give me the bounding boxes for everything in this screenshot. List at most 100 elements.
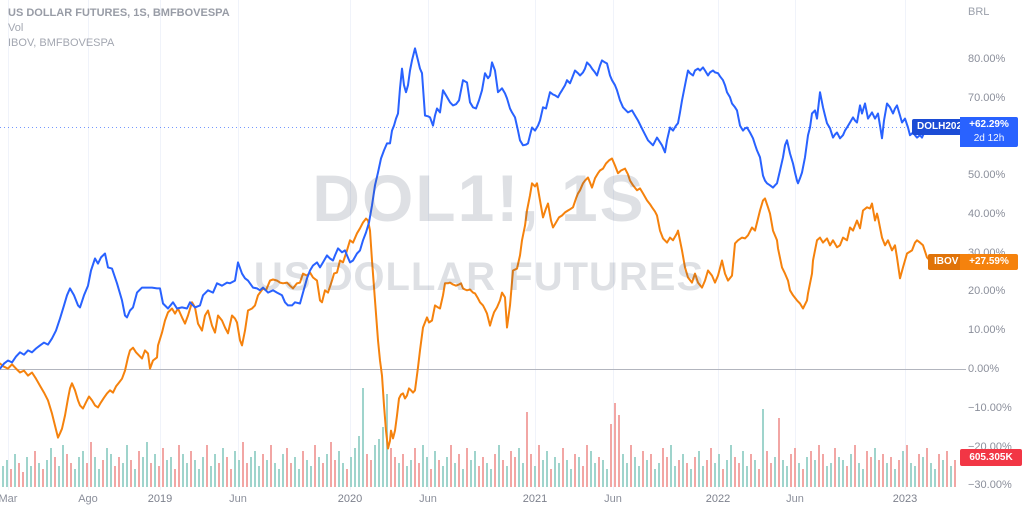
volume-bar <box>726 460 728 487</box>
volume-bar <box>74 469 76 487</box>
volume-bar <box>230 469 232 487</box>
volume-bar <box>2 466 4 487</box>
volume-bar <box>466 448 468 487</box>
time-axis-tick: 2020 <box>337 493 363 505</box>
volume-bar <box>486 463 488 487</box>
volume-bar <box>658 463 660 487</box>
volume-bar <box>790 454 792 487</box>
volume-bar <box>294 457 296 487</box>
volume-bar <box>438 460 440 487</box>
volume-bar <box>870 457 872 487</box>
price-axis-tick: −10.00% <box>968 401 1012 414</box>
volume-bar <box>182 454 184 487</box>
volume-bar <box>134 469 136 487</box>
volume-bar <box>842 460 844 487</box>
volume-bar <box>454 463 456 487</box>
volume-bar <box>934 469 936 487</box>
volume-bar <box>362 388 364 487</box>
time-scale[interactable]: Mar Ago 2019 Jun 2020 Jun 2021 Jun 2022 Jun 2023 <box>0 490 1024 514</box>
volume-bar <box>694 457 696 487</box>
volume-bar <box>838 457 840 487</box>
volume-bar <box>642 451 644 487</box>
volume-bar <box>926 448 928 487</box>
chart-legend: US DOLLAR FUTURES, 1S, BMFBOVESPA Vol IB… <box>8 6 230 51</box>
volume-bar <box>398 463 400 487</box>
price-scale[interactable]: 80.00%70.00%60.00%50.00%40.00%30.00%20.0… <box>958 0 1024 492</box>
volume-bar <box>254 451 256 487</box>
volume-bar <box>910 463 912 487</box>
volume-bar <box>942 460 944 487</box>
volume-bar <box>222 448 224 487</box>
volume-bar <box>382 427 384 487</box>
volume-bar <box>922 457 924 487</box>
time-axis-tick: 2022 <box>705 493 731 505</box>
volume-bar <box>286 448 288 487</box>
volume-bar <box>662 448 664 487</box>
volume-bar <box>318 457 320 487</box>
legend-volume-indicator[interactable]: Vol <box>8 22 24 34</box>
volume-bar <box>502 460 504 487</box>
volume-bar <box>850 454 852 487</box>
volume-bar <box>10 469 12 487</box>
volume-bar <box>634 457 636 487</box>
volume-bar <box>218 463 220 487</box>
volume-bar <box>378 439 380 487</box>
volume-bar <box>418 463 420 487</box>
volume-bar <box>802 469 804 487</box>
volume-bar <box>670 445 672 487</box>
volume-bar <box>786 466 788 487</box>
volume-bar <box>538 445 540 487</box>
time-axis-tick: Jun <box>604 493 622 505</box>
volume-bar <box>146 442 148 487</box>
legend-compare-series[interactable]: IBOV, BMFBOVESPA <box>8 37 115 49</box>
volume-bar <box>630 445 632 487</box>
volume-bar <box>338 451 340 487</box>
volume-bar <box>638 466 640 487</box>
volume-bar <box>42 469 44 487</box>
volume-bar <box>854 445 856 487</box>
time-axis-tick: Jun <box>786 493 804 505</box>
volume-bar <box>954 460 956 487</box>
volume-bar <box>722 469 724 487</box>
volume-bar <box>482 457 484 487</box>
price-axis-tick: 80.00% <box>968 52 1006 65</box>
price-axis-tick: 40.00% <box>968 207 1006 220</box>
legend-main-series[interactable]: US DOLLAR FUTURES, 1S, BMFBOVESPA <box>8 7 230 19</box>
volume-bar <box>514 457 516 487</box>
volume-bar <box>98 469 100 487</box>
volume-bar <box>914 466 916 487</box>
volume-bar <box>586 445 588 487</box>
volume-bar <box>474 451 476 487</box>
volume-bar <box>442 466 444 487</box>
volume-bar <box>334 460 336 487</box>
volume-bar <box>554 457 556 487</box>
volume-bar <box>166 460 168 487</box>
volume-bar <box>566 460 568 487</box>
volume-bar <box>846 466 848 487</box>
price-axis-tick: −30.00% <box>968 479 1012 492</box>
volume-bar <box>6 460 8 487</box>
volume-bar <box>322 463 324 487</box>
volume-bar <box>686 463 688 487</box>
volume-bar <box>606 469 608 487</box>
time-axis-tick: Jun <box>229 493 247 505</box>
ibov-line-series <box>0 157 934 450</box>
volume-bar <box>394 457 396 487</box>
volume-bar <box>58 466 60 487</box>
volume-value: 605.305K <box>969 452 1013 463</box>
volume-bar <box>766 451 768 487</box>
volume-bar <box>898 460 900 487</box>
volume-bar <box>62 445 64 487</box>
volume-bar <box>326 454 328 487</box>
volume-bar <box>738 463 740 487</box>
price-axis-tick: 0.00% <box>968 363 1000 375</box>
volume-bar <box>758 469 760 487</box>
volume-bar <box>834 448 836 487</box>
price-axis-tick: 50.00% <box>968 169 1006 182</box>
volume-bar <box>622 454 624 487</box>
volume-bar <box>142 457 144 487</box>
volume-bar <box>882 454 884 487</box>
volume-bar <box>858 463 860 487</box>
volume-bar <box>518 448 520 487</box>
